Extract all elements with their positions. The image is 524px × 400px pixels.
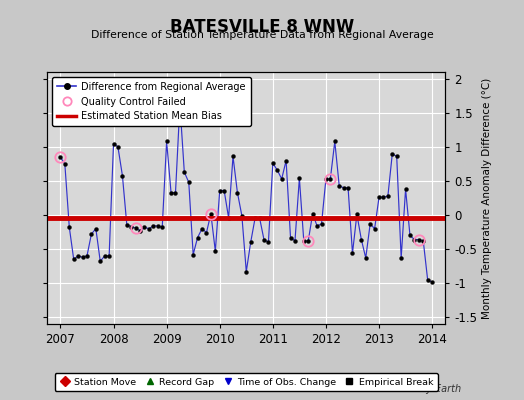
- Text: Berkeley Earth: Berkeley Earth: [389, 384, 461, 394]
- Text: BATESVILLE 8 WNW: BATESVILLE 8 WNW: [170, 18, 354, 36]
- Legend: Difference from Regional Average, Quality Control Failed, Estimated Station Mean: Difference from Regional Average, Qualit…: [52, 77, 250, 126]
- Text: Difference of Station Temperature Data from Regional Average: Difference of Station Temperature Data f…: [91, 30, 433, 40]
- Legend: Station Move, Record Gap, Time of Obs. Change, Empirical Break: Station Move, Record Gap, Time of Obs. C…: [54, 373, 438, 391]
- Y-axis label: Monthly Temperature Anomaly Difference (°C): Monthly Temperature Anomaly Difference (…: [482, 77, 492, 319]
